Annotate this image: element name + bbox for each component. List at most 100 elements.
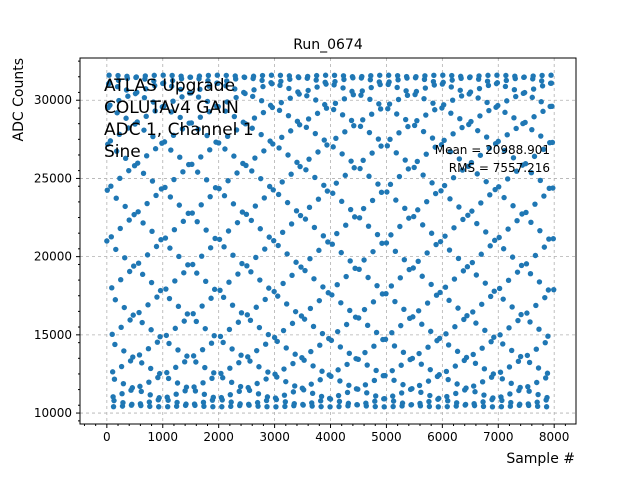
data-point (146, 399, 153, 405)
data-point (397, 223, 403, 230)
data-point (173, 391, 179, 397)
data-point (457, 87, 463, 93)
data-point (215, 103, 221, 110)
data-point (550, 185, 556, 191)
data-point (510, 203, 516, 209)
data-point (172, 325, 178, 332)
data-point (537, 227, 543, 234)
data-point (147, 403, 153, 410)
data-point (151, 78, 157, 84)
data-point (135, 160, 141, 166)
data-point (218, 370, 224, 377)
data-point (247, 317, 254, 323)
data-point (139, 319, 145, 326)
data-point (276, 107, 283, 114)
data-point (122, 203, 128, 210)
data-point (491, 288, 497, 294)
data-point (468, 159, 475, 166)
data-point (419, 273, 425, 279)
data-point (104, 238, 110, 244)
data-point (266, 183, 273, 190)
data-point (144, 200, 150, 207)
data-point (411, 122, 418, 129)
info-line-3: ADC 1, Channel 1 (104, 120, 254, 140)
x-tick-label: 6000 (427, 430, 458, 444)
data-point (154, 294, 160, 300)
data-point (334, 230, 340, 237)
data-point (503, 72, 509, 79)
data-point (517, 401, 523, 407)
data-point (297, 212, 304, 219)
data-point (238, 352, 244, 358)
data-point (501, 147, 508, 154)
data-point (293, 208, 300, 214)
data-point (549, 139, 556, 146)
data-point (173, 364, 179, 371)
data-point (234, 219, 241, 226)
data-point (183, 401, 189, 407)
data-point (258, 175, 264, 182)
data-point (108, 234, 115, 240)
data-point (500, 296, 506, 302)
data-point (166, 295, 173, 302)
data-point (479, 379, 486, 385)
data-point (276, 145, 282, 151)
data-point (383, 290, 389, 297)
data-point (375, 136, 382, 142)
data-point (227, 365, 233, 371)
data-point (176, 253, 182, 260)
data-point (239, 260, 245, 267)
data-point (138, 388, 144, 395)
data-point (214, 72, 221, 78)
data-point (114, 110, 120, 116)
data-point (148, 279, 155, 286)
data-point (307, 256, 313, 262)
data-point (373, 393, 379, 399)
data-point (483, 229, 489, 235)
data-point (291, 400, 297, 407)
data-point (309, 403, 315, 409)
data-point (462, 401, 469, 408)
data-point (436, 395, 442, 402)
data-point (415, 308, 422, 314)
data-point (422, 85, 429, 91)
data-point (303, 124, 310, 131)
data-point (420, 128, 427, 135)
data-point (409, 385, 415, 392)
data-point (346, 350, 353, 356)
data-point (499, 376, 505, 382)
data-point (298, 264, 304, 270)
data-point (315, 149, 321, 155)
data-point (300, 402, 306, 408)
data-point (476, 85, 483, 92)
data-point (228, 399, 234, 405)
data-point (533, 346, 539, 352)
data-point (370, 248, 376, 255)
data-point (158, 237, 164, 243)
data-point (447, 149, 454, 155)
data-point (164, 404, 171, 410)
data-point (432, 107, 438, 113)
data-point (134, 119, 140, 125)
data-point (329, 241, 336, 247)
data-point (162, 184, 168, 191)
data-point (543, 404, 550, 410)
data-point (109, 285, 115, 291)
data-point (418, 361, 425, 367)
data-point (536, 279, 543, 285)
data-point (292, 351, 298, 357)
data-point (540, 108, 546, 115)
chart-title: Run_0674 (293, 37, 363, 53)
data-point (284, 199, 291, 206)
data-point (538, 133, 544, 139)
data-point (253, 254, 259, 261)
data-point (145, 345, 152, 352)
data-point (310, 363, 316, 369)
data-point (397, 275, 403, 281)
data-point (515, 317, 521, 324)
data-point (254, 347, 260, 354)
axes: 0 1000 2000 3000 4000 5000 6000 7000 8000 10000 15… (34, 60, 569, 444)
data-point (370, 299, 377, 305)
data-point (247, 358, 253, 364)
data-point (347, 206, 354, 213)
